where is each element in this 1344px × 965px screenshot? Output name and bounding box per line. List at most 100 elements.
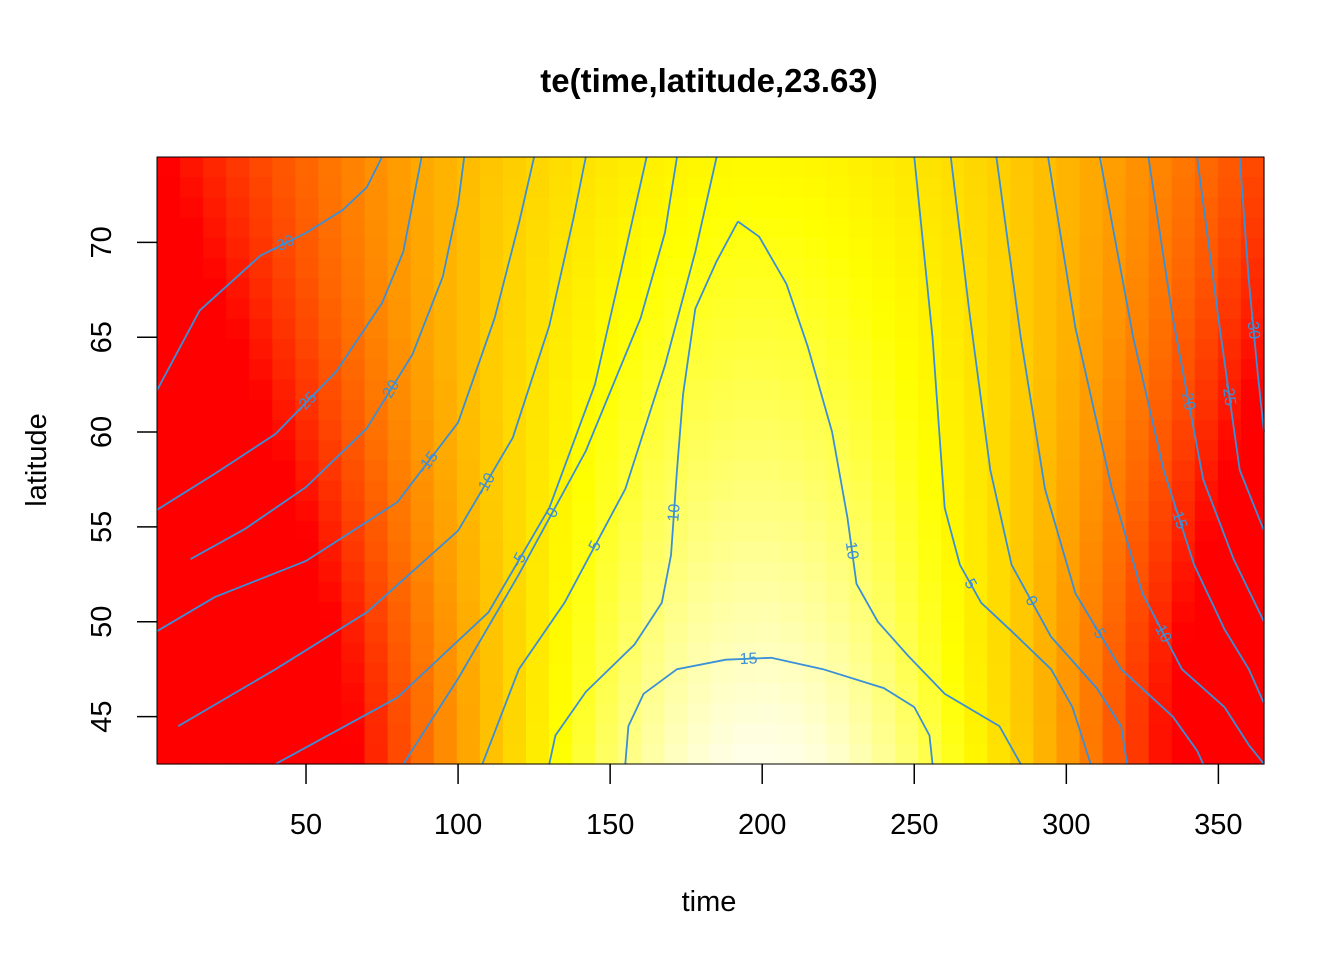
heatmap-cell bbox=[1171, 581, 1196, 603]
heatmap-cell bbox=[941, 602, 965, 623]
heatmap-cell bbox=[1148, 379, 1173, 401]
heatmap-cell bbox=[941, 399, 965, 421]
heatmap-cell bbox=[180, 581, 204, 603]
heatmap-cell bbox=[1079, 399, 1104, 421]
heatmap-cell bbox=[595, 743, 619, 765]
heatmap-cell bbox=[733, 743, 758, 765]
heatmap-cell bbox=[526, 683, 550, 704]
heatmap-cell bbox=[595, 420, 619, 441]
heatmap-cell bbox=[1125, 177, 1150, 199]
heatmap-cell bbox=[341, 379, 366, 401]
heatmap-cell bbox=[387, 581, 412, 603]
heatmap-cell bbox=[779, 197, 804, 219]
heatmap-cell bbox=[1194, 298, 1219, 320]
heatmap-cell bbox=[1125, 500, 1150, 522]
heatmap-cell bbox=[1240, 278, 1265, 300]
heatmap-cell bbox=[249, 318, 273, 340]
heatmap-cell bbox=[595, 217, 619, 239]
heatmap-cell bbox=[1217, 177, 1242, 199]
heatmap-cell bbox=[848, 379, 873, 401]
heatmap-cell bbox=[964, 278, 988, 300]
heatmap-cell bbox=[1125, 521, 1150, 543]
heatmap-cell bbox=[1056, 703, 1081, 725]
heatmap-cell bbox=[895, 237, 919, 259]
heatmap-cell bbox=[710, 197, 735, 219]
heatmap-cell bbox=[1171, 602, 1196, 623]
heatmap-cell bbox=[410, 703, 435, 725]
heatmap-cell bbox=[572, 622, 596, 644]
heatmap-cell bbox=[572, 339, 596, 360]
heatmap-cell bbox=[848, 622, 873, 644]
heatmap-cell bbox=[1079, 662, 1104, 684]
heatmap-cell bbox=[1171, 622, 1196, 644]
heatmap-cell bbox=[410, 399, 435, 421]
heatmap-cell bbox=[226, 379, 250, 401]
heatmap-cell bbox=[1125, 399, 1150, 421]
heatmap-cell bbox=[918, 480, 942, 502]
heatmap-cell bbox=[825, 237, 850, 259]
heatmap-cell bbox=[1010, 237, 1034, 259]
heatmap-cell bbox=[572, 602, 596, 623]
heatmap-cell bbox=[295, 399, 320, 421]
heatmap-cell bbox=[733, 420, 758, 441]
heatmap-cell bbox=[295, 602, 320, 623]
heatmap-cell bbox=[1102, 298, 1127, 320]
heatmap-cell bbox=[710, 662, 735, 684]
heatmap-cell bbox=[410, 258, 435, 279]
heatmap-cell bbox=[295, 217, 320, 239]
heatmap-cell bbox=[272, 177, 296, 199]
heatmap-cell bbox=[779, 541, 804, 563]
x-tick-label: 150 bbox=[586, 809, 634, 841]
heatmap-cell bbox=[618, 622, 642, 644]
heatmap-cell bbox=[618, 521, 642, 543]
heatmap-cell bbox=[871, 440, 896, 462]
heatmap-cell bbox=[318, 541, 343, 563]
heatmap-cell bbox=[157, 399, 181, 421]
plot-area bbox=[157, 157, 1265, 765]
heatmap-cell bbox=[895, 662, 919, 684]
heatmap-cell bbox=[895, 217, 919, 239]
heatmap-cell bbox=[964, 602, 988, 623]
heatmap-cell bbox=[779, 157, 804, 178]
heatmap-cell bbox=[618, 278, 642, 300]
heatmap-cell bbox=[249, 359, 273, 381]
heatmap-cell bbox=[456, 460, 481, 482]
heatmap-cell bbox=[203, 460, 227, 482]
heatmap-cell bbox=[664, 561, 689, 583]
heatmap-cell bbox=[1125, 420, 1150, 441]
heatmap-cell bbox=[756, 703, 781, 725]
heatmap-cell bbox=[456, 217, 481, 239]
heatmap-cell bbox=[341, 318, 366, 340]
heatmap-cell bbox=[964, 662, 988, 684]
heatmap-cell bbox=[1102, 217, 1127, 239]
heatmap-cell bbox=[526, 723, 550, 745]
heatmap-cell bbox=[456, 743, 481, 765]
heatmap-cell bbox=[1079, 460, 1104, 482]
heatmap-cell bbox=[687, 440, 712, 462]
heatmap-cell bbox=[802, 379, 827, 401]
heatmap-cell bbox=[641, 541, 665, 563]
heatmap-cell bbox=[871, 379, 896, 401]
heatmap-cell bbox=[710, 157, 735, 178]
heatmap-cell bbox=[249, 683, 273, 704]
heatmap-cell bbox=[1240, 703, 1265, 725]
heatmap-cell bbox=[802, 197, 827, 219]
heatmap-cell bbox=[848, 258, 873, 279]
heatmap-cell bbox=[364, 521, 389, 543]
heatmap-cell bbox=[249, 258, 273, 279]
heatmap-cell bbox=[226, 298, 250, 320]
heatmap-cell bbox=[341, 278, 366, 300]
heatmap-cell bbox=[664, 500, 689, 522]
heatmap-cell bbox=[964, 561, 988, 583]
heatmap-cell bbox=[595, 662, 619, 684]
heatmap-cell bbox=[871, 622, 896, 644]
contour-label: -30 bbox=[1243, 315, 1262, 340]
x-tick-label: 100 bbox=[434, 809, 482, 841]
heatmap-cell bbox=[733, 339, 758, 360]
heatmap-cell bbox=[987, 278, 1011, 300]
heatmap-cell bbox=[802, 521, 827, 543]
heatmap-cell bbox=[710, 339, 735, 360]
heatmap-cell bbox=[1079, 278, 1104, 300]
heatmap-cell bbox=[1194, 683, 1219, 704]
heatmap-cell bbox=[1171, 339, 1196, 360]
